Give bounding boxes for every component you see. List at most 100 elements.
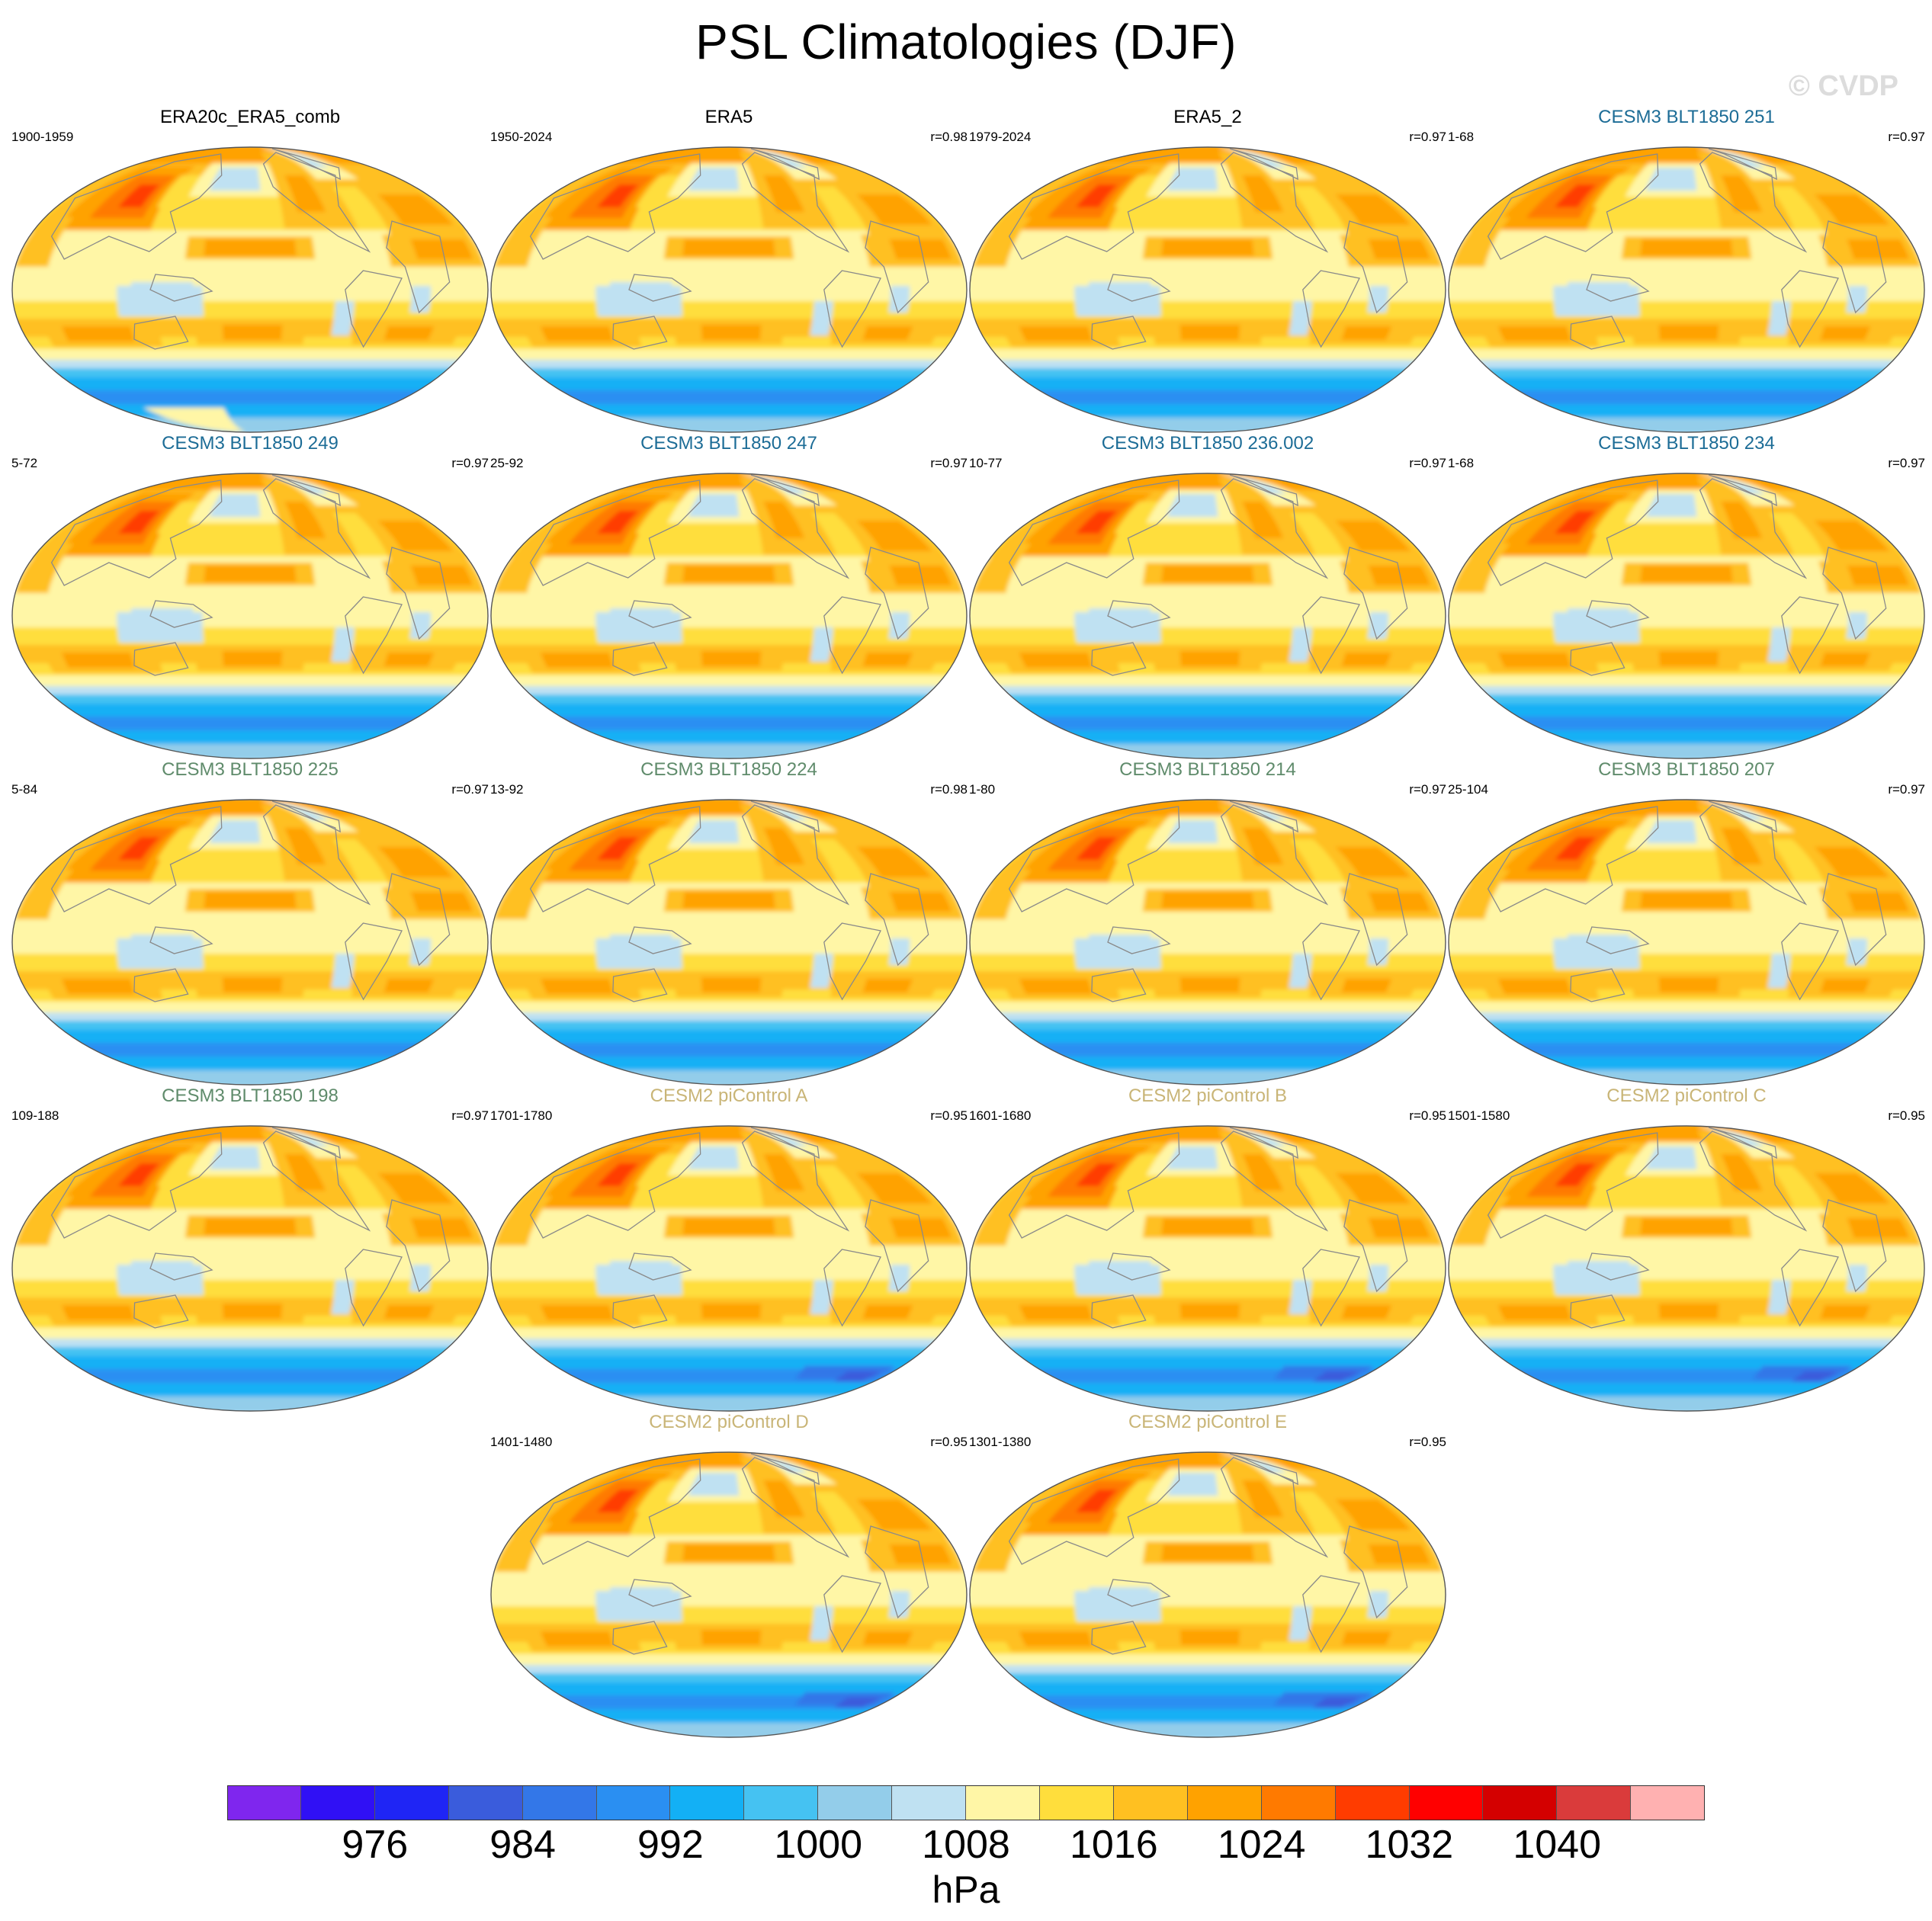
panel-years: 1-80 xyxy=(969,782,996,797)
panel-years: 10-77 xyxy=(969,456,1003,470)
panel-years: 1701-1780 xyxy=(490,1108,553,1123)
psl-map xyxy=(490,146,968,433)
colorbar-label: 976 xyxy=(342,1823,409,1867)
panel-correlation: r=0.97 xyxy=(1888,456,1925,470)
panel-years: 1979-2024 xyxy=(969,130,1032,144)
panel-title: CESM3 BLT1850 249 xyxy=(162,433,339,454)
colorbar-label: 1008 xyxy=(922,1823,1010,1867)
panel-correlation: r=0.97 xyxy=(1409,782,1446,797)
map-panel: CESM3 BLT1850 225 5-84 r=0.97 xyxy=(10,759,490,1087)
colorbar-swatch xyxy=(1409,1785,1484,1820)
pressure-field xyxy=(970,800,1446,1085)
panel-title: CESM3 BLT1850 234 xyxy=(1598,433,1775,454)
panel-title: ERA20c_ERA5_comb xyxy=(159,107,341,127)
panel-years: 5-84 xyxy=(11,782,38,797)
colorbar-units: hPa xyxy=(932,1868,1000,1911)
pressure-field xyxy=(970,1452,1446,1737)
panel-title: CESM2 piControl D xyxy=(649,1412,809,1432)
map-panel: CESM3 BLT1850 198 109-188 r=0.97 xyxy=(10,1086,490,1413)
pressure-field xyxy=(491,1452,967,1737)
colorbar-swatch xyxy=(670,1785,745,1820)
colorbar-swatch xyxy=(448,1785,523,1820)
panel-years: 1501-1580 xyxy=(1448,1108,1510,1123)
colorbar-swatch xyxy=(818,1785,893,1820)
panel-years: 25-104 xyxy=(1448,782,1488,797)
colorbar-swatch xyxy=(522,1785,597,1820)
colorbar-swatch xyxy=(966,1785,1040,1820)
panel-correlation: r=0.95 xyxy=(1888,1108,1925,1123)
panel-years: 109-188 xyxy=(11,1108,59,1123)
map-panel: ERA5_2 1979-2024 r=0.97 xyxy=(968,107,1448,435)
panel-title: ERA5 xyxy=(704,107,753,127)
colorbar-swatch xyxy=(1557,1785,1632,1820)
coastlines xyxy=(1487,474,1887,676)
coastlines xyxy=(50,148,451,350)
colorbar-label: 1024 xyxy=(1217,1823,1306,1867)
coastlines xyxy=(50,474,451,676)
colorbar-swatch xyxy=(1335,1785,1410,1820)
psl-map xyxy=(490,1451,968,1738)
panel-correlation: r=0.95 xyxy=(930,1108,968,1123)
panel-years: 5-72 xyxy=(11,456,38,470)
panel-years: 13-92 xyxy=(490,782,524,797)
panel-title: CESM3 BLT1850 207 xyxy=(1598,759,1775,780)
psl-map xyxy=(11,1125,489,1412)
psl-map xyxy=(490,1125,968,1412)
panel-years: 1-68 xyxy=(1448,130,1475,144)
map-panel: CESM2 piControl E 1301-1380 r=0.95 xyxy=(968,1412,1448,1740)
colorbar-label: 984 xyxy=(489,1823,556,1867)
panel-correlation: r=0.97 xyxy=(1409,130,1446,144)
colorbar-labels: 976 984 992 1000 1008 1016 1024 1032 104… xyxy=(227,1822,1705,1875)
coastlines xyxy=(1008,474,1408,676)
psl-map xyxy=(969,146,1446,433)
map-panel: CESM2 piControl B 1601-1680 r=0.95 xyxy=(968,1086,1448,1413)
coastlines xyxy=(50,800,451,1002)
psl-map xyxy=(11,799,489,1086)
panel-correlation: r=0.95 xyxy=(930,1435,968,1449)
coastlines xyxy=(1008,800,1408,1002)
colorbar-swatch xyxy=(596,1785,671,1820)
colorbar-swatch xyxy=(892,1785,967,1820)
panel-correlation: r=0.97 xyxy=(930,456,968,470)
panel-title: CESM3 BLT1850 225 xyxy=(162,759,339,780)
colorbar-label: 1016 xyxy=(1069,1823,1158,1867)
psl-map xyxy=(969,1451,1446,1738)
panel-title: CESM2 piControl E xyxy=(1128,1412,1288,1432)
coastlines xyxy=(529,1453,929,1655)
coastlines xyxy=(529,474,929,676)
panel-years: 25-92 xyxy=(490,456,524,470)
panel-title: CESM3 BLT1850 247 xyxy=(640,433,817,454)
psl-map xyxy=(490,799,968,1086)
coastlines xyxy=(50,1127,451,1329)
panel-title: CESM3 BLT1850 214 xyxy=(1119,759,1296,780)
colorbar-swatch xyxy=(744,1785,819,1820)
map-panel: CESM3 BLT1850 236.002 10-77 r=0.97 xyxy=(968,433,1448,761)
colorbar-swatch xyxy=(300,1785,375,1820)
map-panel: ERA5 1950-2024 r=0.98 xyxy=(489,107,969,435)
coastlines xyxy=(1008,1127,1408,1329)
map-panel: CESM3 BLT1850 251 1-68 r=0.97 xyxy=(1446,107,1927,435)
panel-years: 1601-1680 xyxy=(969,1108,1032,1123)
panel-title: CESM2 piControl B xyxy=(1128,1086,1288,1106)
panel-title: CESM3 BLT1850 198 xyxy=(162,1086,339,1106)
map-panel: ERA20c_ERA5_comb 1900-1959 xyxy=(10,107,490,435)
map-panel: CESM3 BLT1850 224 13-92 r=0.98 xyxy=(489,759,969,1087)
panel-years: 1401-1480 xyxy=(490,1435,553,1449)
map-panel: CESM2 piControl D 1401-1480 r=0.95 xyxy=(489,1412,969,1740)
map-panel: CESM3 BLT1850 234 1-68 r=0.97 xyxy=(1446,433,1927,761)
psl-map xyxy=(969,1125,1446,1412)
panel-correlation: r=0.97 xyxy=(451,1108,489,1123)
coastlines xyxy=(1487,1127,1887,1329)
panel-years: 1-68 xyxy=(1448,456,1475,470)
colorbar-label: 1000 xyxy=(774,1823,863,1867)
psl-map xyxy=(969,799,1446,1086)
panel-correlation: r=0.98 xyxy=(930,130,968,144)
panel-title: CESM3 BLT1850 224 xyxy=(640,759,817,780)
panel-correlation: r=0.95 xyxy=(1409,1435,1446,1449)
map-panel: CESM2 piControl C 1501-1580 r=0.95 xyxy=(1446,1086,1927,1413)
psl-map xyxy=(11,146,489,433)
colorbar-label: 1040 xyxy=(1513,1823,1602,1867)
coastlines xyxy=(529,1127,929,1329)
watermark: © CVDP xyxy=(1788,70,1898,102)
colorbar-swatch xyxy=(1483,1785,1558,1820)
